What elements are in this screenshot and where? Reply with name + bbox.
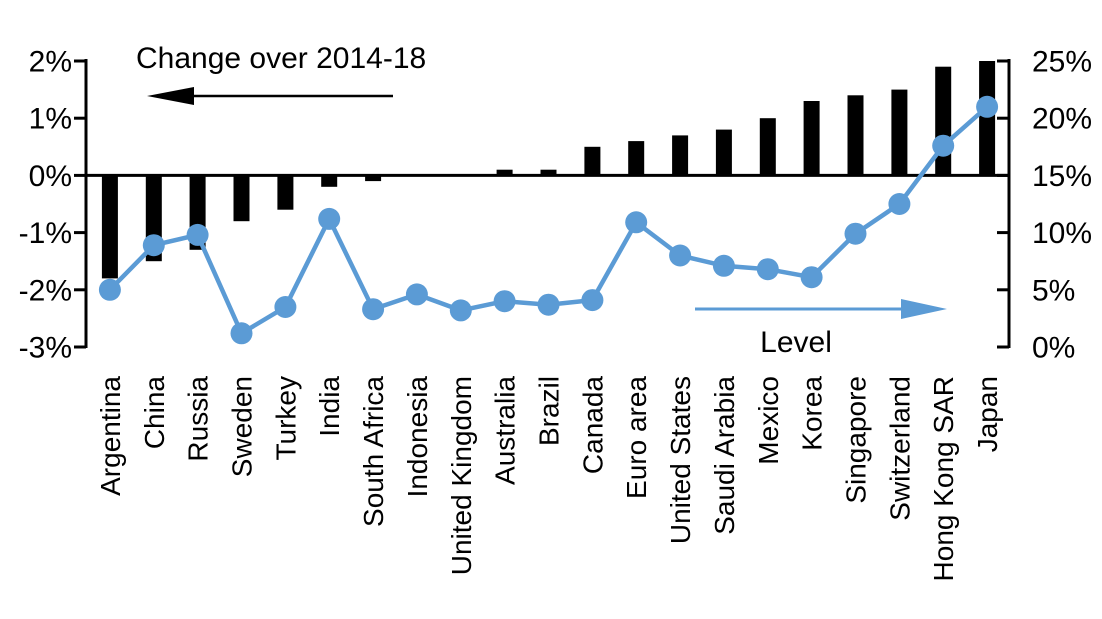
- right-arrow-head: [901, 299, 947, 319]
- x-axis-label: United Kingdom: [446, 376, 477, 575]
- left-axis-tick-label: 0%: [29, 160, 72, 193]
- left-axis-tick-label: -1%: [19, 217, 72, 250]
- left-arrow-head: [147, 87, 194, 105]
- data-point-Hong Kong SAR: [932, 134, 955, 157]
- data-point-Brazil: [537, 293, 560, 316]
- right-axis: 25% 20% 15% 10% 5% 0%: [997, 46, 1092, 365]
- bar-United States: [672, 135, 689, 176]
- x-axis-label: Korea: [797, 376, 828, 451]
- x-axis-label: China: [139, 376, 170, 450]
- left-axis-tick-label: 1%: [29, 103, 72, 136]
- data-point-Singapore: [844, 222, 867, 245]
- data-point-Argentina: [98, 278, 121, 301]
- x-axis-label: Hong Kong SAR: [928, 376, 959, 581]
- x-axis-label: Switzerland: [884, 376, 915, 521]
- data-point-China: [142, 234, 165, 257]
- bar-Mexico: [759, 118, 776, 176]
- data-point-Saudi Arabia: [712, 254, 735, 277]
- data-point-Japan: [976, 95, 999, 118]
- line-series: [98, 95, 999, 345]
- x-axis-label: South Africa: [358, 376, 389, 527]
- bar-Korea: [803, 101, 820, 176]
- data-point-United Kingdom: [449, 299, 472, 322]
- annotation-level-label: Level: [760, 326, 832, 359]
- x-axis-labels: Argentina China Russia Sweden Turkey India Sou…: [95, 376, 1003, 582]
- data-point-India: [318, 207, 341, 230]
- x-axis-label: Turkey: [270, 376, 301, 461]
- left-axis-tick-label: -3%: [19, 332, 72, 365]
- data-point-Switzerland: [888, 193, 911, 215]
- data-point-South Africa: [362, 298, 385, 321]
- bar-Switzerland: [891, 89, 908, 176]
- left-axis-tick-label: -2%: [19, 274, 72, 307]
- right-axis-tick-label: 15%: [1032, 160, 1092, 193]
- x-axis-label: Argentina: [95, 376, 126, 496]
- x-axis-label: India: [314, 376, 345, 437]
- annotation-level: Level: [695, 299, 947, 359]
- data-point-Sweden: [230, 322, 253, 345]
- right-axis-tick-label: 10%: [1032, 217, 1092, 250]
- data-point-Euro area: [625, 211, 648, 234]
- x-axis-label: Brazil: [534, 376, 565, 446]
- bar-Saudi Arabia: [715, 129, 732, 176]
- x-axis-label: Sweden: [227, 376, 258, 477]
- data-point-Mexico: [756, 258, 779, 281]
- x-axis-label: Saudi Arabia: [709, 376, 740, 535]
- left-axis: 2% 1% 0% -1% -2% -3%: [19, 46, 88, 365]
- x-axis-label: Canada: [577, 376, 608, 475]
- bar-Japan: [979, 61, 996, 176]
- data-point-Turkey: [274, 296, 297, 318]
- x-axis-label: Indonesia: [402, 376, 433, 498]
- bar-series: [101, 61, 996, 279]
- data-point-Russia: [186, 223, 209, 246]
- x-axis-label: Euro area: [621, 376, 652, 499]
- bar-South Africa: [365, 175, 382, 182]
- right-axis-tick-label: 20%: [1032, 103, 1092, 136]
- bar-Hong Kong SAR: [935, 66, 952, 176]
- annotation-change: Change over 2014-18: [136, 42, 426, 105]
- bar-Euro area: [628, 141, 645, 176]
- bar-Canada: [584, 146, 601, 176]
- annotation-change-label: Change over 2014-18: [136, 42, 426, 75]
- x-axis-label: Singapore: [841, 376, 872, 504]
- bar-Brazil: [540, 169, 557, 176]
- data-point-Australia: [493, 290, 516, 313]
- x-axis-label: Japan: [972, 376, 1003, 452]
- x-axis-label: Mexico: [753, 376, 784, 465]
- bar-Australia: [496, 169, 513, 176]
- bar-Singapore: [847, 95, 864, 176]
- data-point-Indonesia: [405, 283, 428, 306]
- x-axis-label: Australia: [490, 376, 521, 485]
- bar-India: [321, 175, 338, 187]
- right-axis-tick-label: 0%: [1032, 332, 1075, 365]
- x-axis-label: Russia: [183, 376, 214, 462]
- bar-Turkey: [277, 175, 294, 210]
- x-axis-label: United States: [665, 376, 696, 544]
- bar-Argentina: [101, 175, 118, 279]
- left-axis-tick-label: 2%: [29, 46, 72, 79]
- data-point-Canada: [581, 289, 604, 312]
- data-point-Korea: [800, 266, 823, 289]
- bar-Sweden: [233, 175, 250, 222]
- right-axis-tick-label: 5%: [1032, 274, 1075, 307]
- right-axis-tick-label: 25%: [1032, 46, 1092, 79]
- data-point-United States: [669, 244, 692, 267]
